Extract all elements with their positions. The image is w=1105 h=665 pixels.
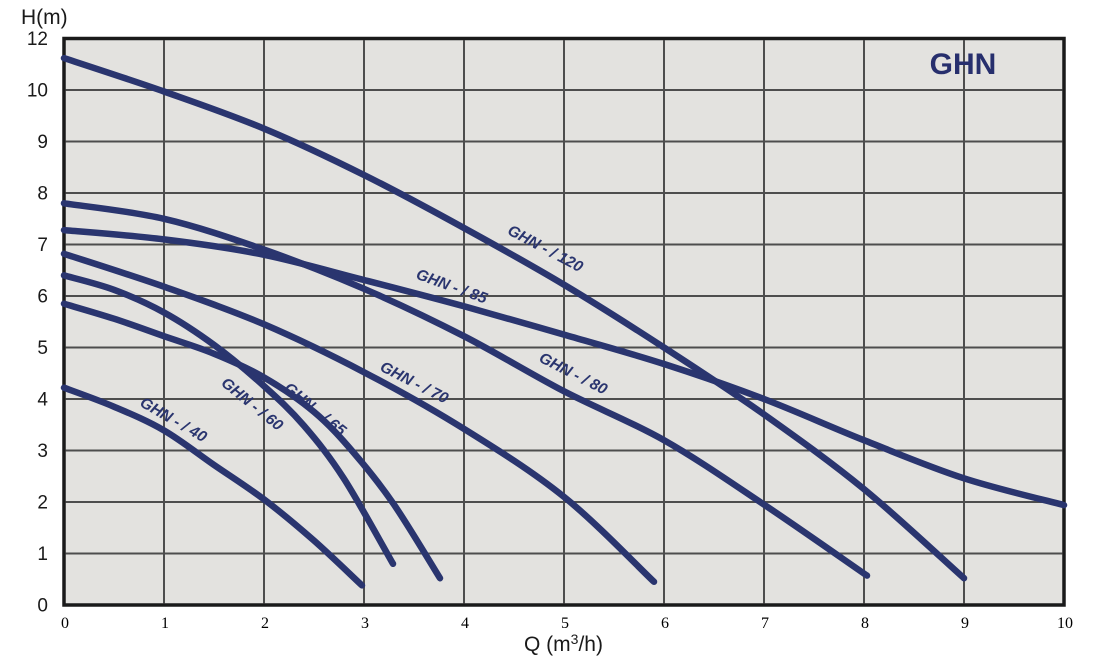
svg-text:GHN: GHN [930,48,997,81]
svg-text:5: 5 [37,338,48,359]
svg-text:8: 8 [861,615,869,632]
svg-text:9: 9 [37,132,48,153]
svg-text:5: 5 [561,615,569,632]
svg-text:9: 9 [961,615,969,632]
svg-text:10: 10 [27,81,48,102]
svg-text:H(m): H(m) [21,6,68,29]
svg-text:1: 1 [37,544,48,565]
svg-text:2: 2 [261,615,269,632]
svg-text:0: 0 [37,596,48,617]
svg-text:6: 6 [661,615,669,632]
svg-text:7: 7 [761,615,769,632]
svg-text:10: 10 [1057,615,1073,632]
svg-text:4: 4 [37,390,48,411]
svg-text:6: 6 [37,287,48,308]
svg-text:Q (m3/h): Q (m3/h) [524,631,603,656]
svg-text:0: 0 [61,615,69,632]
svg-text:1: 1 [161,615,169,632]
svg-text:3: 3 [361,615,369,632]
svg-text:3: 3 [37,441,48,462]
svg-text:2: 2 [37,493,48,514]
svg-text:7: 7 [37,235,48,256]
svg-text:8: 8 [37,184,48,205]
svg-text:12: 12 [27,29,48,50]
svg-text:4: 4 [461,615,469,632]
